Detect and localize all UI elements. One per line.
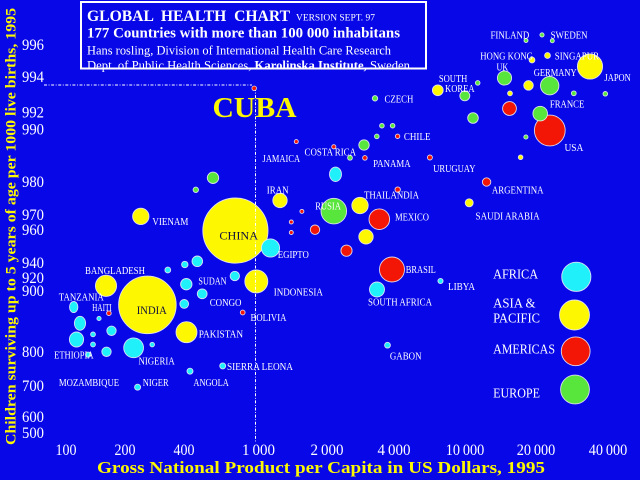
svg-text:FRANCE: FRANCE <box>550 100 584 111</box>
svg-text:IRAN: IRAN <box>267 185 289 196</box>
svg-text:CZECH: CZECH <box>384 94 413 105</box>
svg-text:500: 500 <box>22 425 44 442</box>
svg-text:800: 800 <box>22 344 44 361</box>
svg-text:990: 990 <box>22 122 44 139</box>
svg-text:400: 400 <box>174 442 195 459</box>
svg-text:992: 992 <box>22 105 44 122</box>
svg-text:ANGOLA: ANGOLA <box>193 378 229 389</box>
svg-text:HAITI: HAITI <box>92 303 112 314</box>
svg-text:RUSIA: RUSIA <box>315 201 341 212</box>
svg-text:Hans rosling, Division of Inte: Hans rosling, Division of International … <box>87 44 392 58</box>
svg-text:VERSION SEPT. 97: VERSION SEPT. 97 <box>296 13 376 23</box>
svg-text:BRASIL: BRASIL <box>406 265 436 276</box>
svg-text:CHILE: CHILE <box>404 132 431 143</box>
svg-text:200: 200 <box>115 442 136 459</box>
svg-text:CONGO: CONGO <box>210 298 242 309</box>
svg-text:NIGER: NIGER <box>143 378 169 389</box>
svg-text:900: 900 <box>22 283 44 300</box>
svg-text:920: 920 <box>22 270 44 287</box>
svg-text:VIENAM: VIENAM <box>152 217 188 228</box>
svg-text:Gross National Product per Cap: Gross National Product per Capita in US … <box>97 458 545 477</box>
svg-text:10 000: 10 000 <box>446 442 485 459</box>
svg-text:CUBA: CUBA <box>213 92 297 124</box>
svg-text:JAMAICA: JAMAICA <box>263 154 301 165</box>
svg-text:CHINA: CHINA <box>219 228 258 242</box>
svg-text:600: 600 <box>22 409 44 426</box>
svg-text:UK: UK <box>497 63 509 74</box>
svg-text:TANZANIA: TANZANIA <box>59 293 105 304</box>
svg-text:ETHIOPIA: ETHIOPIA <box>54 351 94 362</box>
svg-text:40 000: 40 000 <box>589 442 628 459</box>
svg-text:SUDAN: SUDAN <box>198 277 226 288</box>
svg-text:2 000: 2 000 <box>311 442 344 459</box>
svg-text:COSTA RICA: COSTA RICA <box>305 147 357 158</box>
svg-text:EGIPTO: EGIPTO <box>278 250 309 261</box>
svg-text:JAPON: JAPON <box>604 73 630 84</box>
svg-text:SIERRA LEONA: SIERRA LEONA <box>227 362 294 373</box>
svg-text:INDIA: INDIA <box>137 303 167 317</box>
svg-text:BANGLADESH: BANGLADESH <box>85 266 145 277</box>
svg-text:SAUDI ARABIA: SAUDI ARABIA <box>476 212 541 223</box>
svg-text:FINLAND: FINLAND <box>491 31 530 42</box>
svg-text:994: 994 <box>22 69 44 86</box>
svg-text:KOREA: KOREA <box>445 84 475 95</box>
svg-text:980: 980 <box>22 174 44 191</box>
svg-text:100: 100 <box>56 442 77 459</box>
svg-text:1 000: 1 000 <box>242 442 275 459</box>
svg-text:PANAMA: PANAMA <box>373 159 411 170</box>
svg-text:700: 700 <box>22 378 44 395</box>
svg-text:970: 970 <box>22 207 44 224</box>
svg-text:USA: USA <box>564 143 584 154</box>
svg-text:ASIA &: ASIA & <box>493 296 536 311</box>
svg-text:996: 996 <box>22 37 44 54</box>
svg-text:EUROPE: EUROPE <box>493 386 540 401</box>
svg-text:AMERICAS: AMERICAS <box>493 342 555 357</box>
svg-text:PACIFIC: PACIFIC <box>493 311 540 326</box>
svg-text:MEXICO: MEXICO <box>395 213 429 224</box>
svg-text:SOUTH AFRICA: SOUTH AFRICA <box>368 298 433 309</box>
svg-text:AFRICA: AFRICA <box>493 267 538 282</box>
svg-text:177 Countries with more than 1: 177 Countries with more than 100 000 inh… <box>87 26 400 42</box>
svg-text:BOLIVIA: BOLIVIA <box>251 313 288 324</box>
svg-text:ARGENTINA: ARGENTINA <box>492 185 544 196</box>
svg-text:NIGERIA: NIGERIA <box>139 356 176 367</box>
svg-text:SINGAPUR: SINGAPUR <box>555 52 599 63</box>
svg-text:GLOBAL HEALTH CHART: GLOBAL HEALTH CHART <box>87 8 290 25</box>
svg-text:SOUTH: SOUTH <box>439 74 468 85</box>
svg-text:HONG KONG: HONG KONG <box>480 52 533 63</box>
svg-text:GABON: GABON <box>390 352 422 363</box>
svg-text:PAKISTAN: PAKISTAN <box>199 330 243 341</box>
svg-text:960: 960 <box>22 222 44 239</box>
svg-text:940: 940 <box>22 255 44 272</box>
svg-text:20 000: 20 000 <box>517 442 556 459</box>
svg-text:GERMANY: GERMANY <box>534 68 577 79</box>
svg-text:THAILANDIA: THAILANDIA <box>364 191 420 202</box>
svg-text:SWEDEN: SWEDEN <box>551 31 588 42</box>
svg-text:URUGUAY: URUGUAY <box>433 164 475 175</box>
svg-text:Dept. of Public Health Science: Dept. of Public Health Sciences, Karolin… <box>87 59 411 73</box>
svg-text:INDONESIA: INDONESIA <box>274 288 324 299</box>
svg-text:LIBYA: LIBYA <box>448 282 476 293</box>
svg-text:Children surviving up to 5 yea: Children surviving up to 5 years of age … <box>4 8 20 445</box>
svg-text:MOZAMBIQUE: MOZAMBIQUE <box>59 378 119 389</box>
svg-text:4 000: 4 000 <box>378 442 411 459</box>
